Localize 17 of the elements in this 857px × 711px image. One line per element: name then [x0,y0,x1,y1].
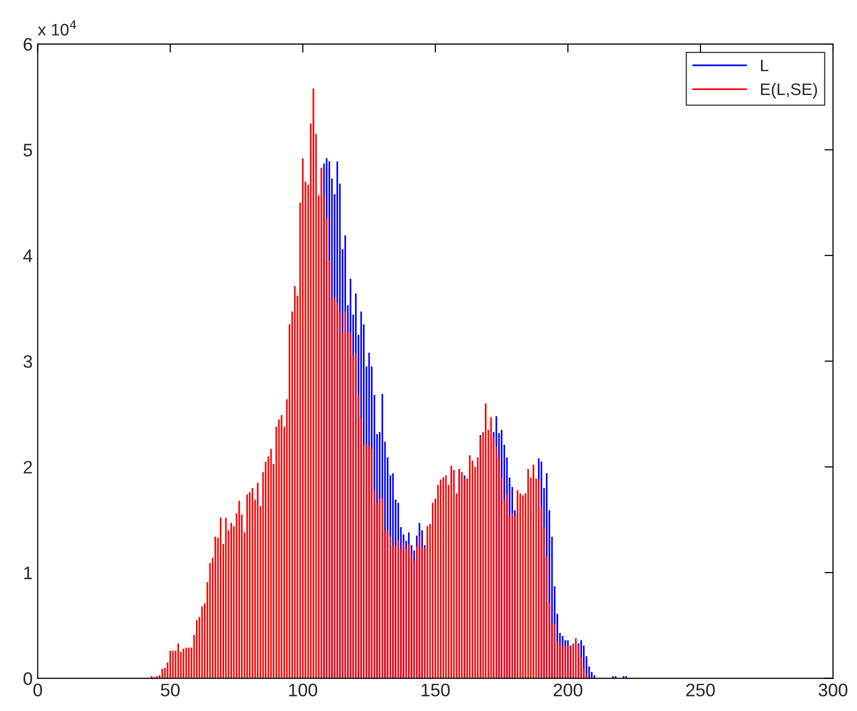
y-tick-label: 6 [24,38,32,51]
legend-label: L [761,60,768,72]
y-tick-label: 4 [23,250,32,262]
x-tick-label: 150 [422,684,450,696]
x-tick-label: 0 [33,684,42,696]
text: x 10$^{4}$ [38,20,76,36]
y-tick-label: 0 [24,672,32,686]
x-tick-label: 100 [289,684,318,696]
x-tick-label: 200 [554,684,582,696]
x-tick-label: 50 [160,684,180,696]
y-tick-label: 3 [23,355,32,368]
y-tick-label: 1 [24,566,32,580]
x-tick-label: 250 [686,684,715,696]
y-tick-label: 2 [24,460,32,474]
legend-label: E(L,SE) [761,82,817,98]
x-tick-label: 300 [818,684,848,696]
y-tick-label: 5 [24,144,32,157]
